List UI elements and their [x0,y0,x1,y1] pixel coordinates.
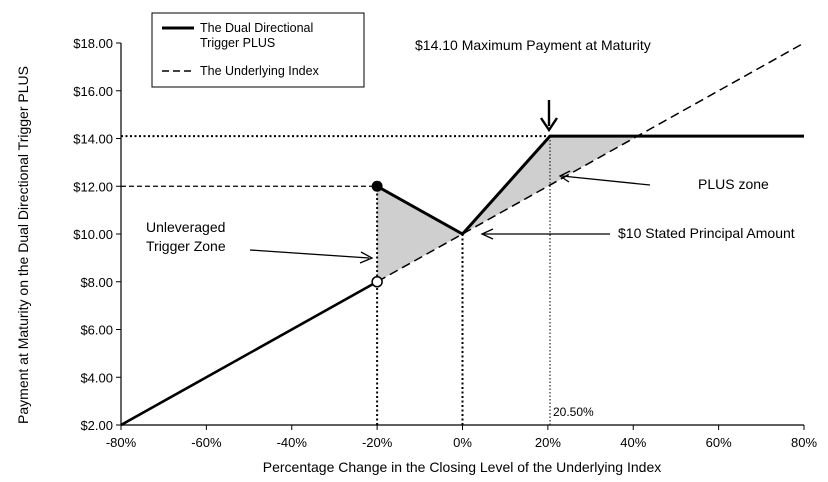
x-tick-labels: -80% -60% -40% -20% 0% 20% 40% 60% 80% [106,425,817,450]
series-lines [120,42,805,427]
zone-unleveraged [377,186,463,282]
y-tick-label: $2.00 [80,418,113,433]
legend-label-plus-line2: Trigger PLUS [200,36,275,50]
reference-lines [121,135,551,425]
x-tick-label: 20% [535,435,561,450]
y-tick-label: $12.00 [73,179,113,194]
y-tick-label: $18.00 [73,36,113,51]
x-tick-label: -40% [277,435,308,450]
x-tick-label: 80% [791,435,817,450]
annotations: $14.10 Maximum Payment at Maturity PLUS … [146,37,795,419]
y-tick-label: $14.00 [73,132,113,147]
zone-plus [462,136,638,234]
y-axis-label: Payment at Maturity on the Dual Directio… [15,66,31,424]
y-tick-label: $16.00 [73,84,113,99]
unleveraged-label-line2: Trigger Zone [146,238,226,254]
max-payment-label: $14.10 Maximum Payment at Maturity [415,37,651,53]
marker-filled [371,180,383,192]
y-tick-labels: $2.00 $4.00 $6.00 $8.00 $10.00 $12.00 $14.00 $1… [73,36,121,433]
x-axis-label: Percentage Change in the Closing Level o… [263,459,661,475]
y-tick-label: $6.00 [80,323,113,338]
marker-open [371,276,383,288]
legend-box [151,12,365,88]
y-tick-label: $8.00 [80,275,113,290]
stated-principal-label: $10 Stated Principal Amount [618,225,795,241]
markers [371,180,383,288]
x-tick-label: 40% [620,435,646,450]
y-tick-label: $4.00 [80,370,113,385]
legend-label-plus: The Dual Directional Trigger PLUS [200,21,317,50]
x-tick-label: -60% [191,435,222,450]
plus-zone-arrow [561,175,651,186]
shaded-zones [377,136,638,282]
series-trigger-plus-upper [376,134,804,236]
x-tick-label: -80% [106,435,137,450]
x-tick-label: 60% [706,435,732,450]
x-tick-label: 0% [453,435,472,450]
x-tick-label: -20% [362,435,393,450]
legend: The Dual Directional Trigger PLUS The Un… [151,12,365,88]
unleveraged-label-line1: Unleveraged [146,219,225,235]
unleveraged-arrow-head [359,251,374,264]
max-payment-arrow-head [540,117,558,133]
y-tick-label: $10.00 [73,227,113,242]
legend-label-index: The Underlying Index [200,64,320,78]
unleveraged-arrow [249,249,370,259]
series-trigger-plus-lower [120,280,378,427]
cap-label: 20.50% [553,405,594,419]
legend-label-plus-line1: The Dual Directional [200,21,313,35]
plus-zone-arrow-head [558,170,571,183]
stated-principal-arrow-head [480,228,494,240]
plus-zone-label: PLUS zone [698,176,769,192]
